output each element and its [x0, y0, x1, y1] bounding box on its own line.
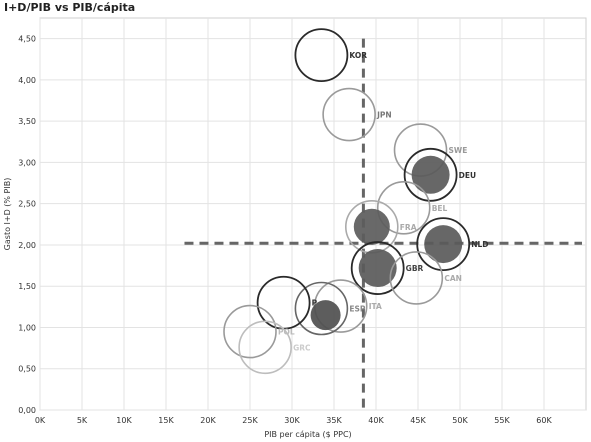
bubble-deu: DEU [403, 147, 476, 202]
x-tick-label: 55K [494, 416, 510, 425]
bubble-core [310, 300, 341, 331]
bubble-label: BEL [432, 204, 448, 213]
x-tick-label: 60K [536, 416, 552, 425]
grid-lines [39, 18, 586, 411]
bubble-can: CAN [389, 251, 462, 305]
bubble-label: NLD [471, 240, 488, 249]
y-tick-label: 3,00 [18, 158, 36, 167]
bubble-bel: BEL [376, 181, 448, 235]
bubble-label: P [312, 299, 318, 308]
x-tick-label: 35K [326, 416, 342, 425]
bubble-ring [403, 147, 458, 202]
x-axis-label: PIB per cápita ($ PPC) [264, 430, 351, 439]
bubble-label: SWE [449, 146, 468, 155]
bubble-grc: GRC [238, 320, 311, 375]
x-tick-label: 15K [158, 416, 174, 425]
bubble-label: JPN [376, 111, 392, 120]
bubble-label: GRC [293, 343, 311, 352]
x-tick-label: 25K [242, 416, 258, 425]
x-tick-label: 30K [284, 416, 300, 425]
bubble-ring [350, 241, 405, 295]
bubble-ring [322, 87, 376, 142]
bubble-esp: ESP [294, 281, 366, 336]
x-tick-label: 10K [116, 416, 132, 425]
y-tick-label: 4,50 [18, 35, 36, 44]
y-tick-label: 1,50 [18, 282, 36, 291]
bubble-label: ESP [349, 304, 366, 313]
y-tick-label: 4,00 [18, 76, 36, 85]
x-tick-label: 0K [35, 416, 46, 425]
x-tick-label: 40K [368, 416, 384, 425]
y-tick-label: 2,00 [18, 241, 36, 250]
bubble-label: FRA [400, 223, 417, 232]
tick-labels: 0K 5K 10K 15K 20K 25K 30K 35K 40K 45K 50K 55K 60K 0,0… [18, 35, 552, 425]
x-tick-label: 50K [452, 416, 468, 425]
bubble-jpn: JPN [322, 87, 392, 142]
x-tick-label: 5K [77, 416, 88, 425]
y-tick-label: 0,50 [18, 365, 36, 374]
y-tick-label: 1,00 [18, 323, 36, 332]
bubble-gbr: GBR [350, 241, 424, 295]
bubble-label: GBR [406, 264, 424, 273]
y-axis-label: Gasto I+D (% PIB) [3, 178, 12, 251]
bubble-ring [376, 181, 431, 235]
bubble-ring [294, 281, 349, 336]
bubble-ring [294, 28, 349, 83]
bubble-kor: KOR [294, 28, 367, 83]
chart-title: I+D/PIB vs PIB/cápita [4, 1, 136, 14]
bubble-core [353, 208, 390, 245]
bubble-label: CAN [444, 274, 462, 283]
bubble-core [358, 249, 397, 288]
bubble-core [411, 155, 450, 194]
x-tick-label: 45K [410, 416, 426, 425]
y-tick-label: 0,00 [18, 406, 36, 415]
bubble-label: KOR [349, 51, 367, 60]
bubble-nld: NLD [416, 217, 488, 272]
bubble-ring [389, 251, 444, 305]
bubble-ring [223, 304, 277, 359]
bubble-core [424, 225, 463, 264]
y-tick-label: 2,50 [18, 200, 36, 209]
bubble-unlabeled [310, 300, 341, 331]
bubble-label: DEU [459, 171, 476, 180]
bubble-label: ITA [369, 302, 382, 311]
plot-area [39, 17, 587, 411]
bubble-ring [238, 320, 292, 375]
bubble-ring [416, 217, 471, 272]
x-tick-label: 20K [200, 416, 216, 425]
y-tick-label: 3,50 [18, 117, 36, 126]
